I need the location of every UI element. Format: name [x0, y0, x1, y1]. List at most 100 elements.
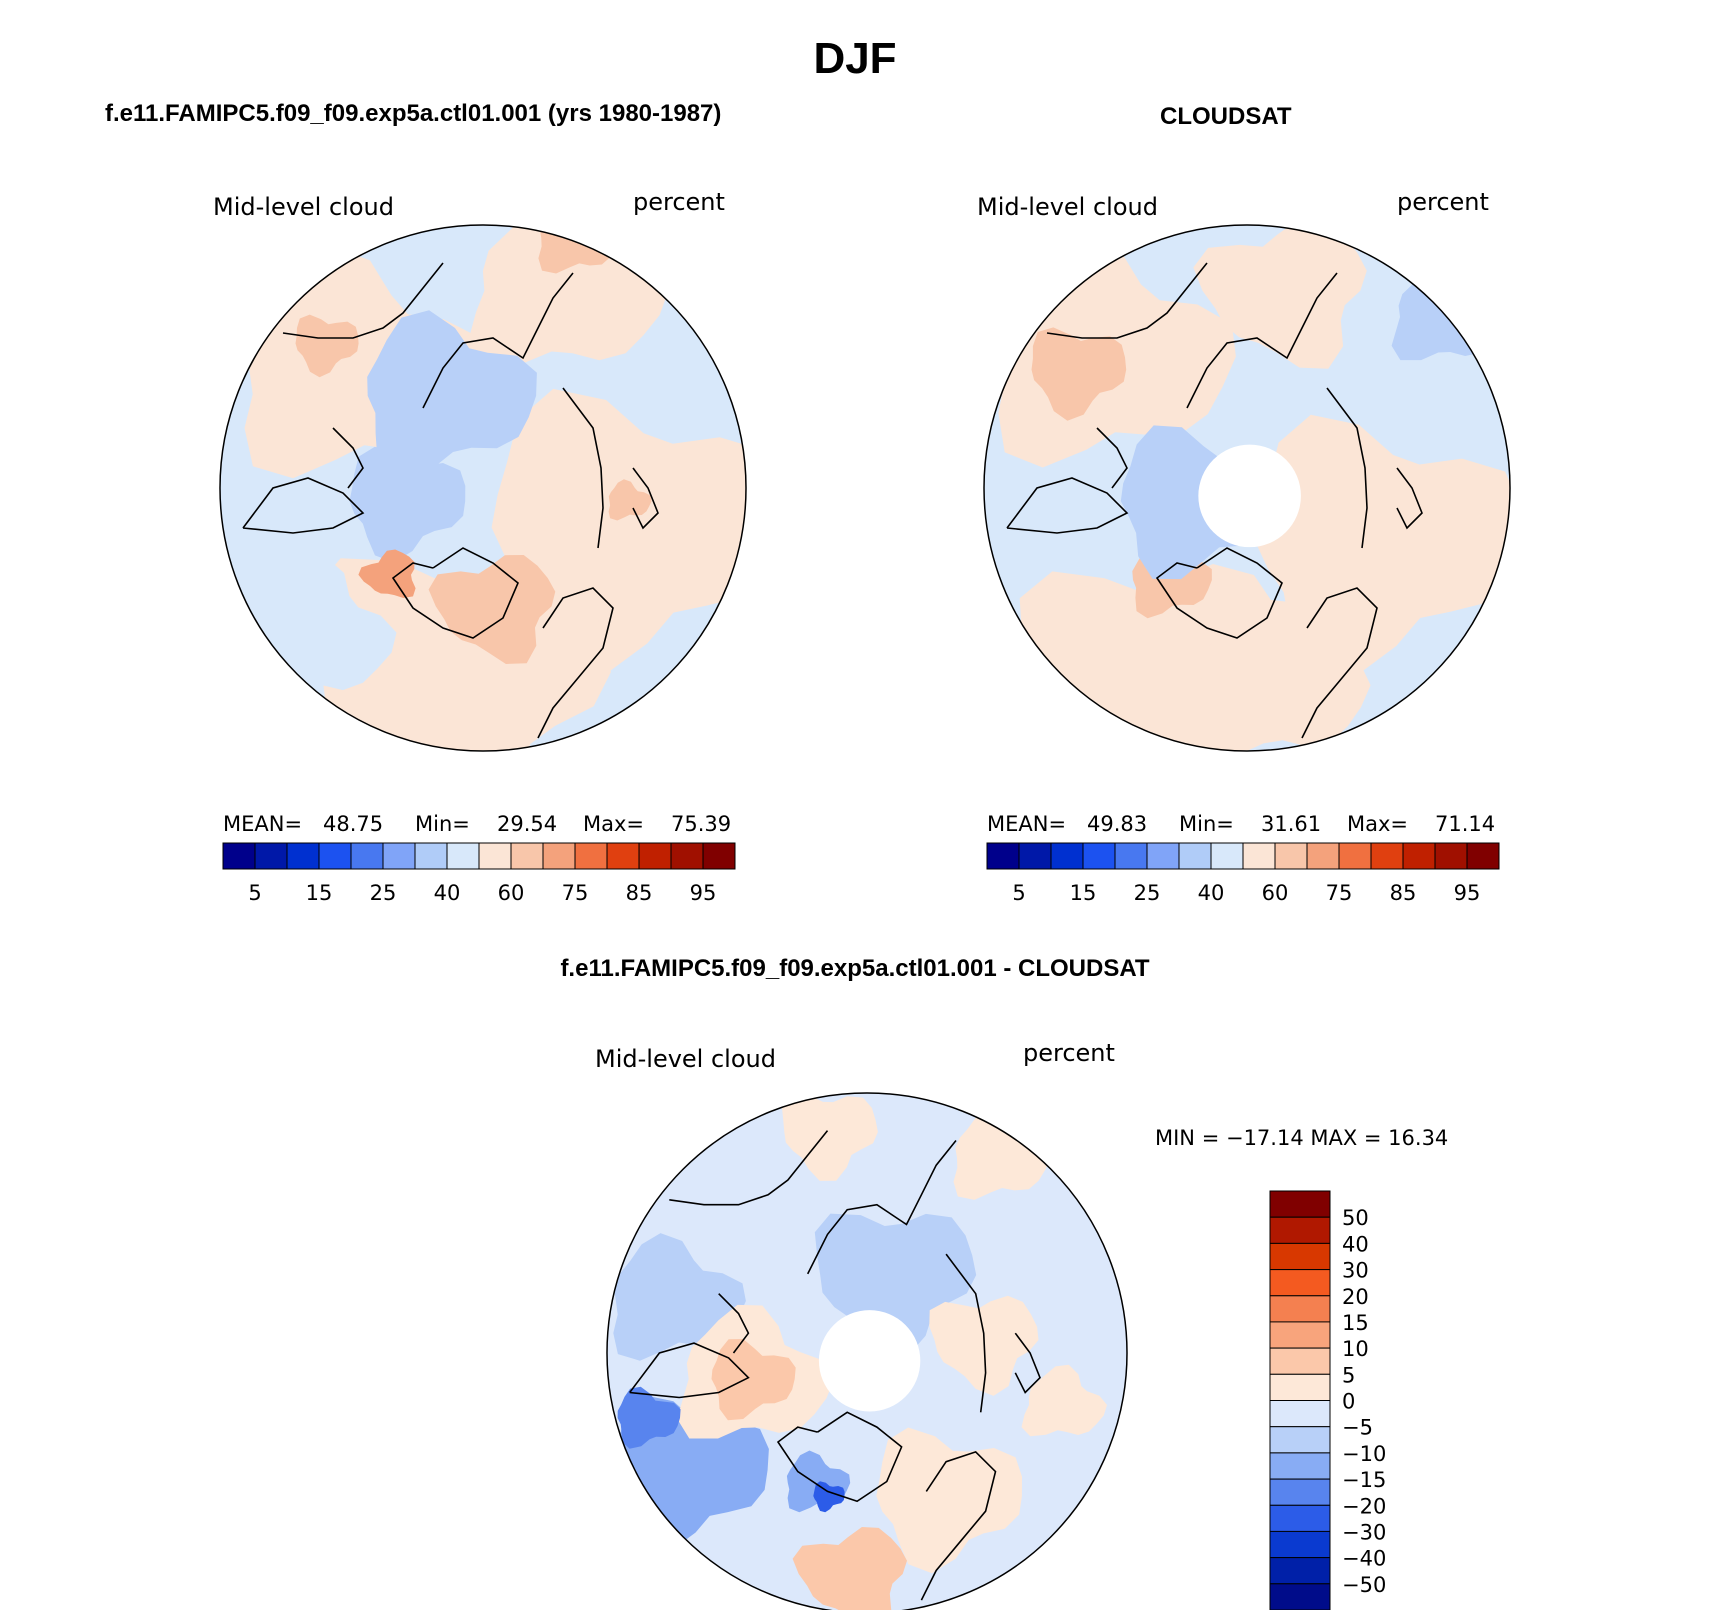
coastline: [1155, 547, 1283, 639]
colorbar-cell: [382, 842, 416, 870]
coastline: [537, 587, 614, 739]
colorbar-tick-label: 15: [306, 881, 333, 905]
cloud-contour: [1254, 414, 1510, 677]
colorbar-tick-label: 95: [1454, 881, 1481, 905]
colorbar-tick-label: −40: [1342, 1547, 1386, 1571]
stats-max-label: Max=: [583, 812, 644, 836]
colorbar-cell: [1269, 1557, 1331, 1585]
colorbar-cell: [1178, 842, 1212, 870]
colorbar-tick-label: 15: [1342, 1311, 1369, 1335]
colorbar-tick-label: 75: [562, 881, 589, 905]
cloud-contour: [792, 1527, 907, 1610]
colorbar-cell: [1269, 1190, 1331, 1218]
cloud-contour: [711, 1339, 796, 1421]
stats-max-value: 71.14: [1435, 812, 1495, 836]
colorbar-cell: [1242, 842, 1276, 870]
coastline: [1301, 587, 1378, 739]
diff-stats: MIN = −17.14 MAX = 16.34: [1155, 1126, 1448, 1150]
coastline: [1186, 272, 1338, 409]
colorbar-tick-label: 85: [1390, 881, 1417, 905]
colorbar-tick-label: −5: [1342, 1416, 1373, 1440]
colorbar-cell: [1269, 1426, 1331, 1454]
cloud-contour: [1021, 1364, 1107, 1437]
colorbar-cell: [1269, 1373, 1331, 1402]
coastline: [332, 427, 364, 489]
colorbar-cell: [478, 842, 512, 870]
colorbar-tick-label: 40: [1342, 1232, 1369, 1256]
cloud-contour: [1391, 263, 1506, 361]
colorbar-tick-label: 40: [1198, 881, 1225, 905]
colorbar-tick-label: −10: [1342, 1442, 1386, 1466]
map-border: [219, 224, 747, 752]
colorbar-tick-label: 60: [1262, 881, 1289, 905]
colorbar-tick-label: −20: [1342, 1494, 1386, 1518]
colorbar-cell: [986, 842, 1020, 870]
colorbar-tick-label: 25: [370, 881, 397, 905]
coastline: [920, 1450, 997, 1601]
coastline: [632, 467, 659, 530]
coastline: [1046, 262, 1208, 339]
units-label: percent: [1023, 1039, 1115, 1067]
colorbar-tick-label: −15: [1342, 1468, 1386, 1492]
variable-label: Mid-level cloud: [977, 193, 1158, 221]
cloud-contour: [349, 446, 466, 563]
colorbar-cell: [350, 842, 384, 870]
colorbar-tick-label: 60: [498, 881, 525, 905]
colorbar-cell: [1306, 842, 1340, 870]
colorbar-cell: [1269, 1504, 1331, 1533]
variable-label: Mid-level cloud: [213, 193, 394, 221]
colorbar-cell: [1269, 1321, 1331, 1349]
coastline: [629, 1342, 750, 1399]
coastline: [1006, 477, 1129, 534]
colorbar-cell: [1274, 842, 1308, 870]
page-title: DJF: [813, 34, 897, 83]
colorbar-tick-label: 95: [690, 881, 717, 905]
colorbar-tick-label: 15: [1070, 881, 1097, 905]
coastline: [669, 1130, 829, 1206]
units-label: percent: [633, 188, 725, 216]
colorbar-cell: [1370, 842, 1404, 870]
colorbar-tick-label: −50: [1342, 1573, 1386, 1597]
cloud-contour: [617, 1386, 681, 1449]
colorbar-cell: [1269, 1242, 1331, 1271]
colorbar-cell: [1338, 842, 1372, 870]
cloud-contour: [428, 555, 556, 664]
coastline: [242, 477, 365, 534]
coastline: [1326, 387, 1368, 549]
colorbar-cell: [1210, 842, 1244, 870]
colorbar-cell: [1269, 1295, 1331, 1323]
colorbar-cell: [1269, 1347, 1331, 1375]
colorbar-cell: [1269, 1478, 1331, 1506]
colorbar-cell: [1269, 1530, 1331, 1559]
colorbar-tick-label: 40: [434, 881, 461, 905]
cloud-contour: [813, 1481, 845, 1513]
coastline: [391, 547, 519, 639]
coastline: [1014, 1332, 1041, 1394]
colorbar-tick-label: 5: [248, 881, 261, 905]
stats-min-value: 31.61: [1261, 812, 1321, 836]
cloud-contour: [608, 479, 652, 521]
colorbar-cell: [1269, 1216, 1331, 1244]
cloud-contour: [1031, 327, 1127, 421]
stats-min-value: 29.54: [497, 812, 557, 836]
cloud-contour: [367, 310, 537, 479]
colorbar-cell: [1114, 842, 1148, 870]
pole-gap: [818, 1310, 921, 1412]
map-border: [606, 1092, 1128, 1610]
stats-mean-value: 49.83: [1087, 812, 1147, 836]
coastline: [282, 262, 444, 339]
coastline: [562, 387, 604, 549]
colorbar-tick-label: 5: [1012, 881, 1025, 905]
colorbar-tick-label: 50: [1342, 1206, 1369, 1230]
colorbar-cell: [1050, 842, 1084, 870]
colorbar-cell: [702, 842, 736, 870]
coastline: [1396, 467, 1423, 530]
cloud-contour: [876, 1427, 1022, 1574]
panel-heading-obs: CLOUDSAT: [1160, 103, 1292, 130]
colorbar-tick-label: 30: [1342, 1259, 1369, 1283]
colorbar-cell: [510, 842, 544, 870]
cloud-contour: [467, 225, 669, 366]
stats-max-value: 75.39: [671, 812, 731, 836]
colorbar-cell: [638, 842, 672, 870]
colorbar-cell: [318, 842, 352, 870]
